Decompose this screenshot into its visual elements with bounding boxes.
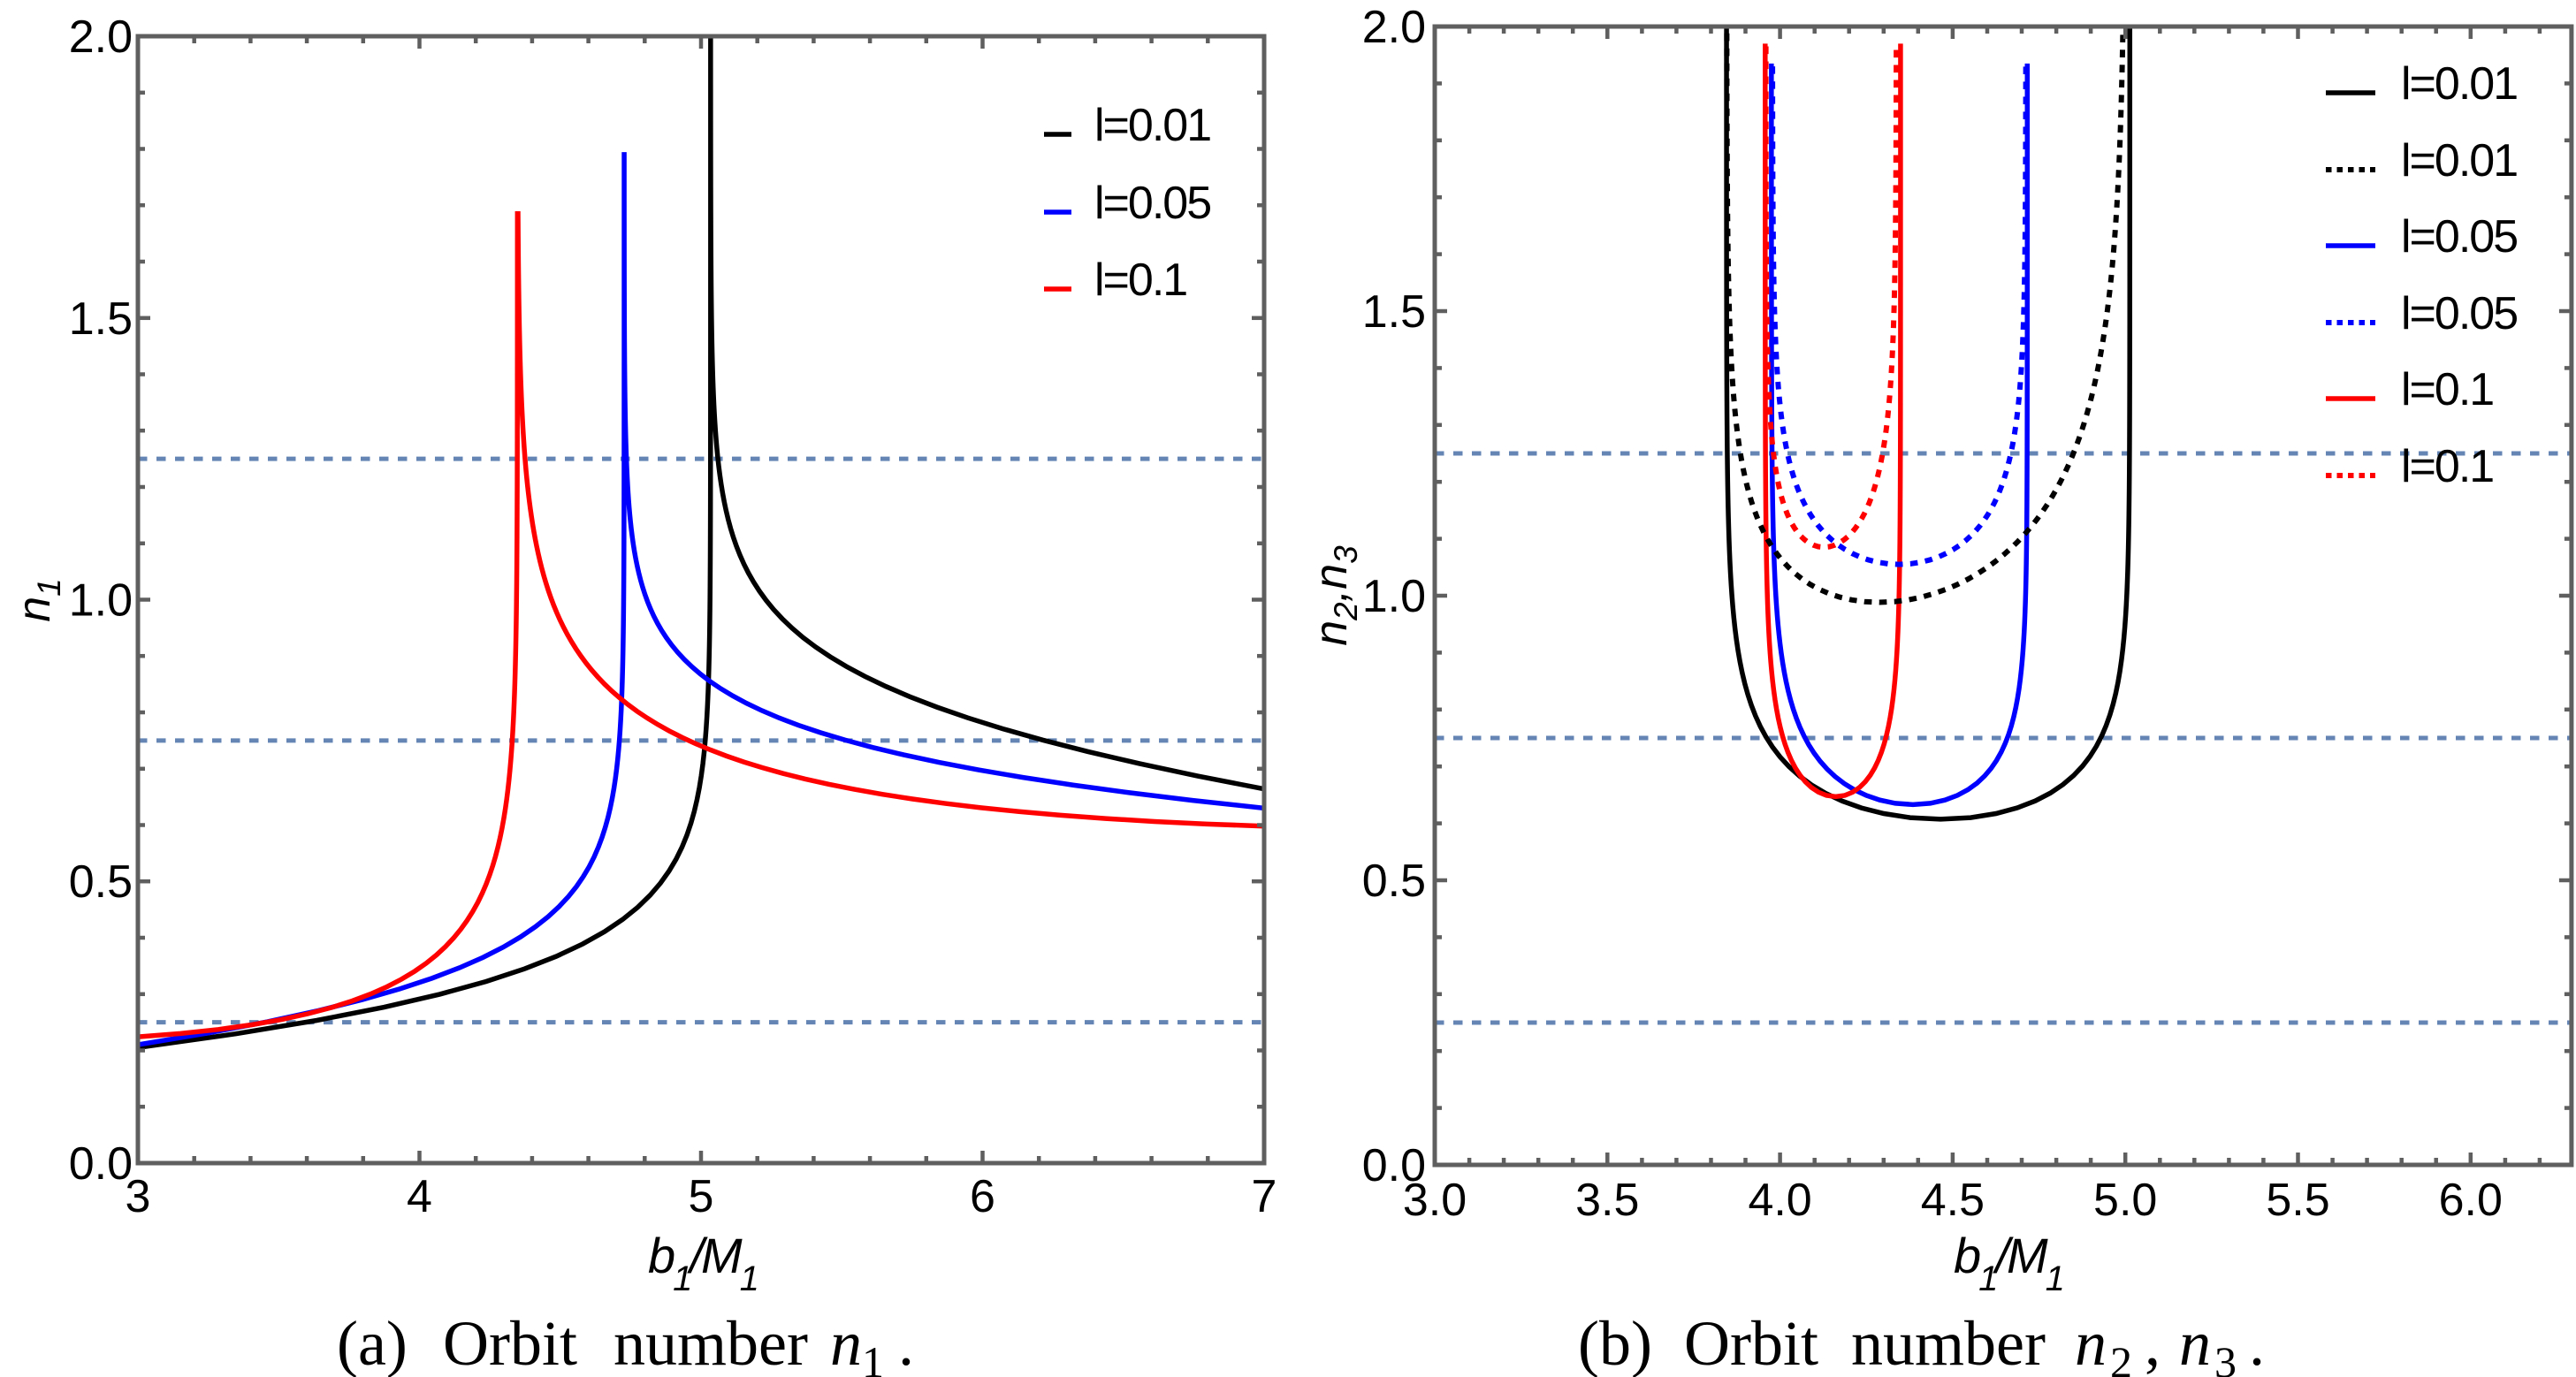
svg-text:5.5: 5.5 bbox=[2266, 1175, 2329, 1226]
svg-text:l=0.01: l=0.01 bbox=[2401, 135, 2517, 186]
svg-text:3.0: 3.0 bbox=[1403, 1175, 1467, 1226]
svg-text:2: 2 bbox=[2110, 1337, 2132, 1377]
svg-text:1.5: 1.5 bbox=[69, 293, 133, 345]
svg-text:3.5: 3.5 bbox=[1575, 1175, 1639, 1226]
svg-text:6: 6 bbox=[970, 1171, 995, 1222]
svg-text:1.0: 1.0 bbox=[1362, 571, 1426, 622]
svg-text:l=0.05: l=0.05 bbox=[2401, 288, 2517, 339]
svg-text:2.0: 2.0 bbox=[69, 11, 133, 63]
svg-text:l=0.01: l=0.01 bbox=[2401, 58, 2517, 110]
svg-text:number: number bbox=[1851, 1308, 2046, 1377]
svg-text:6.0: 6.0 bbox=[2439, 1175, 2503, 1226]
svg-text:Orbit: Orbit bbox=[443, 1308, 577, 1377]
svg-text:5.0: 5.0 bbox=[2093, 1175, 2157, 1226]
svg-text:l=0.1: l=0.1 bbox=[2401, 364, 2493, 415]
svg-text:(a): (a) bbox=[337, 1308, 408, 1377]
svg-text:4: 4 bbox=[407, 1171, 432, 1222]
svg-text:4.0: 4.0 bbox=[1748, 1175, 1811, 1226]
svg-text:n: n bbox=[830, 1308, 862, 1377]
svg-text:Orbit: Orbit bbox=[1684, 1308, 1818, 1377]
svg-text:n: n bbox=[2075, 1308, 2107, 1377]
svg-text:.: . bbox=[898, 1308, 914, 1377]
svg-text:.: . bbox=[2249, 1308, 2265, 1377]
svg-text:3: 3 bbox=[2214, 1337, 2237, 1377]
svg-text:0.5: 0.5 bbox=[1362, 856, 1426, 907]
svg-text:l=0.05: l=0.05 bbox=[1094, 178, 1210, 229]
svg-text:0.0: 0.0 bbox=[1362, 1140, 1426, 1191]
svg-text:,: , bbox=[2145, 1308, 2161, 1377]
svg-text:3: 3 bbox=[126, 1171, 151, 1222]
svg-text:0.5: 0.5 bbox=[69, 856, 133, 908]
svg-text:7: 7 bbox=[1252, 1171, 1277, 1222]
svg-text:1: 1 bbox=[862, 1337, 884, 1377]
svg-text:number: number bbox=[614, 1308, 808, 1377]
svg-text:2.0: 2.0 bbox=[1362, 2, 1426, 53]
svg-text:0.0: 0.0 bbox=[69, 1138, 133, 1190]
svg-text:1.0: 1.0 bbox=[69, 575, 133, 627]
svg-text:l=0.01: l=0.01 bbox=[1094, 100, 1210, 151]
svg-text:n: n bbox=[2179, 1308, 2211, 1377]
svg-text:l=0.05: l=0.05 bbox=[2401, 211, 2517, 262]
svg-text:1.5: 1.5 bbox=[1362, 286, 1426, 338]
svg-text:(b): (b) bbox=[1578, 1308, 1652, 1377]
svg-text:5: 5 bbox=[689, 1171, 714, 1222]
svg-text:l=0.1: l=0.1 bbox=[2401, 441, 2493, 492]
svg-text:4.5: 4.5 bbox=[1921, 1175, 1985, 1226]
svg-text:l=0.1: l=0.1 bbox=[1094, 255, 1186, 306]
